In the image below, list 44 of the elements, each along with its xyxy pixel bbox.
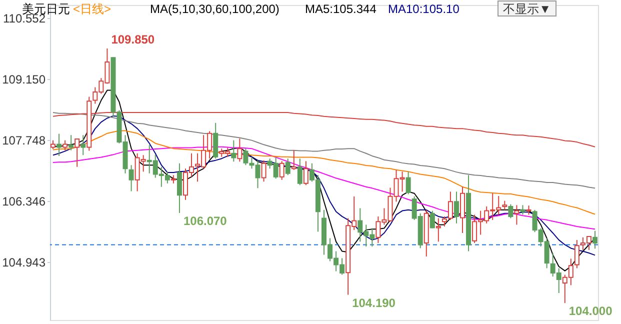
candlestick: [297, 158, 302, 186]
candlestick: [231, 140, 236, 162]
line-series: [52, 130, 596, 215]
candlestick: [68, 134, 74, 151]
candlestick: [514, 204, 520, 226]
annotation: 106.070: [183, 214, 228, 228]
annotation: 104.190: [352, 296, 396, 310]
candlestick: [406, 171, 411, 195]
candlestick: [448, 191, 453, 220]
candlestick: [430, 210, 435, 229]
candlestick: [285, 158, 290, 176]
candlestick: [128, 164, 134, 192]
candlestick: [56, 133, 62, 156]
y-tick-label: 106.346: [2, 194, 46, 208]
annotation: 104.000: [568, 304, 613, 318]
text: MA10:105.10: [388, 2, 460, 16]
legend-title: MA(5,10,30,60,100,200): [150, 2, 280, 16]
candlestick: [261, 160, 266, 182]
candlestick: [303, 160, 308, 186]
candlestick: [436, 218, 441, 242]
candlestick: [62, 140, 68, 151]
candlestick: [213, 122, 218, 160]
text: MA5:105.344: [305, 2, 377, 16]
candlestick: [279, 160, 284, 180]
candlestick: [291, 150, 296, 170]
y-tick-label: 104.943: [2, 256, 46, 270]
y-tick-label: 109.150: [2, 72, 46, 86]
candlestick: [574, 239, 580, 269]
chart-subtitle: <日线>: [73, 2, 112, 16]
candlestick: [442, 216, 447, 227]
candlestick: [502, 200, 508, 210]
candlestick: [454, 191, 459, 224]
candlestick: [176, 162, 182, 214]
y-tick-label: 107.748: [2, 133, 46, 148]
candlestick: [74, 138, 80, 168]
candlestick: [526, 205, 532, 216]
annotation: 109.850: [111, 32, 155, 47]
line-series: [52, 112, 596, 189]
candlestick: [508, 204, 514, 219]
candlestick: [237, 138, 242, 162]
annotation: 不显示▼: [503, 2, 551, 16]
candlestick: [592, 230, 598, 250]
candlestick: [80, 134, 86, 156]
candlestick: [520, 204, 526, 216]
